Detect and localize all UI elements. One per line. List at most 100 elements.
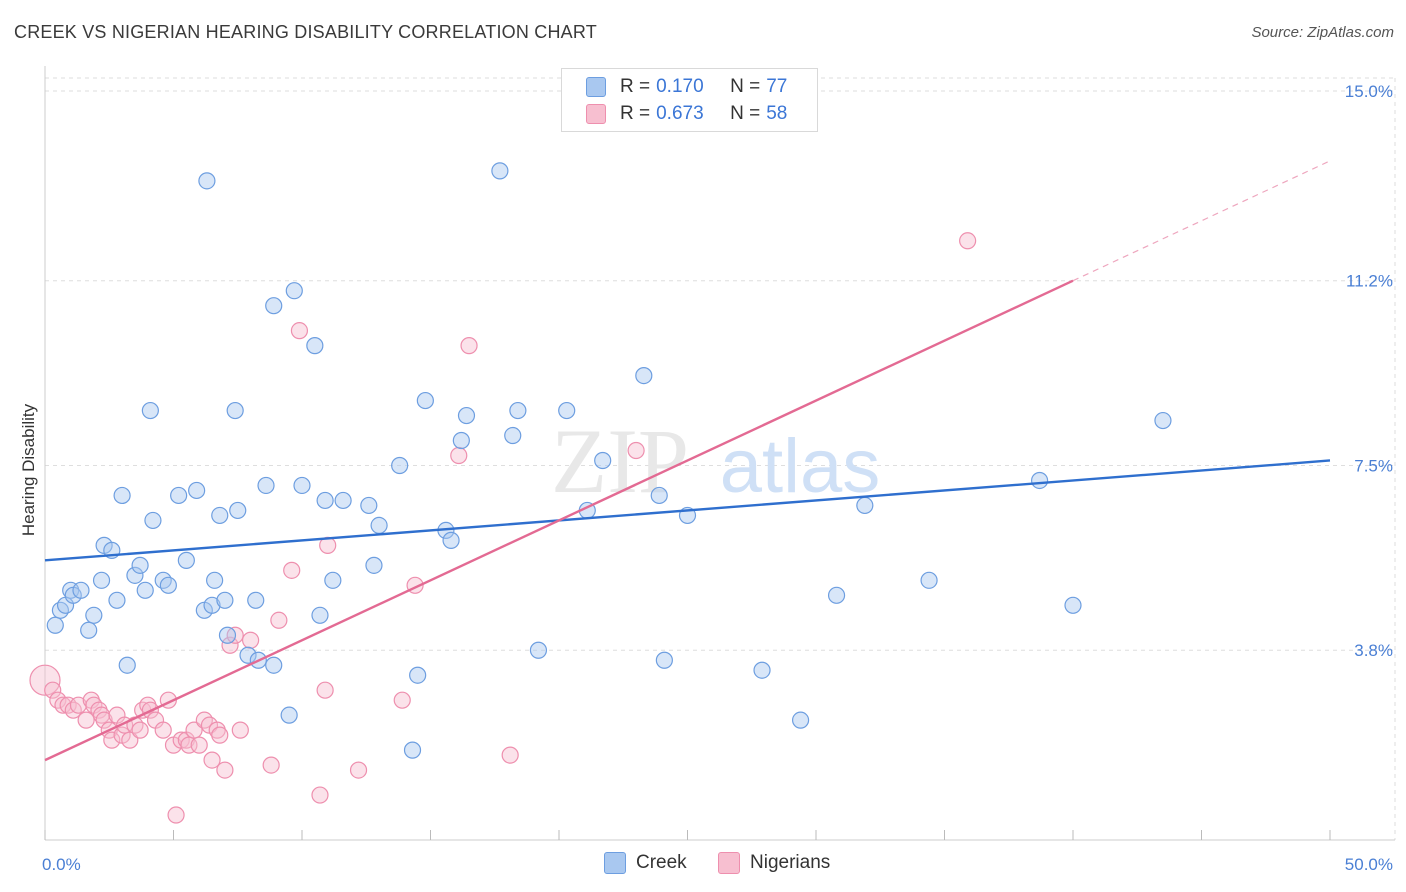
nigerians-point	[393, 691, 411, 709]
nigerians-point	[49, 691, 67, 709]
creek-swatch-icon	[586, 77, 606, 97]
y-tick-label: 15.0%	[1345, 82, 1393, 101]
creek-point	[218, 626, 237, 644]
creek-point	[257, 476, 275, 495]
creek-point	[1064, 596, 1082, 614]
creek-trend-line	[44, 459, 1331, 562]
creek-point	[324, 571, 342, 589]
creek-point	[72, 581, 90, 599]
y-tick-label: 11.2%	[1346, 272, 1393, 291]
legend-r-label: R =	[620, 76, 651, 97]
creek-point	[229, 501, 247, 520]
trend-lines	[44, 160, 1331, 762]
creek-point	[188, 481, 206, 500]
creek-point	[92, 571, 111, 589]
legend-nigerians-label: Nigerians	[750, 852, 831, 873]
creek-point	[198, 172, 216, 190]
creek-point	[594, 451, 612, 470]
watermark-zip: ZIP	[551, 410, 689, 512]
nigerians-point	[283, 561, 301, 579]
nigerians-point	[90, 701, 108, 719]
creek-point	[293, 476, 311, 495]
creek-point	[85, 606, 103, 624]
creek-point	[136, 581, 154, 599]
legend-n-value: 58	[766, 103, 788, 124]
creek-point	[203, 596, 221, 614]
nigerians-point	[211, 726, 229, 744]
nigerians-point	[95, 711, 113, 729]
y-tick-label: 7.5%	[1354, 456, 1393, 475]
legend-item-creek[interactable]: Creek	[604, 852, 687, 874]
nigerians-point	[29, 664, 61, 696]
creek-point	[1030, 471, 1049, 490]
creek-point	[154, 571, 172, 589]
nigerians-point	[242, 631, 260, 649]
creek-square-icon	[604, 852, 626, 874]
creek-point	[285, 282, 303, 300]
creek-point	[51, 601, 70, 619]
creek-point	[403, 741, 422, 759]
nigerians-point	[208, 721, 226, 739]
legend-r-value: 0.170	[656, 76, 704, 97]
creek-point	[365, 556, 383, 574]
chart-source: Source: ZipAtlas.com	[1251, 24, 1394, 41]
creek-point	[280, 706, 298, 724]
nigerians-point	[262, 756, 280, 774]
nigerians-point	[959, 232, 977, 250]
creek-point	[504, 426, 522, 445]
nigerians-point	[627, 441, 645, 460]
series-legend: Creek Nigerians	[0, 852, 1406, 878]
nigerians-point	[195, 711, 213, 729]
nigerians-point	[77, 711, 95, 729]
nigerians-point	[450, 446, 468, 465]
watermark: ZIP atlas	[551, 410, 880, 512]
creek-point	[334, 491, 352, 510]
nigerians-point	[501, 746, 519, 764]
y-tick-label: 3.8%	[1354, 641, 1393, 660]
creek-points	[46, 162, 1172, 759]
creek-point	[206, 571, 224, 589]
legend-row-nigerians: R = 0.673 N = 58	[586, 101, 787, 127]
nigerians-swatch-icon	[586, 104, 606, 124]
creek-point	[416, 391, 434, 410]
creek-point	[226, 401, 244, 420]
nigerians-point	[216, 761, 234, 779]
creek-point	[131, 556, 149, 574]
creek-point	[920, 571, 938, 589]
creek-point	[442, 531, 460, 549]
creek-point	[409, 666, 427, 684]
creek-point	[265, 656, 283, 674]
creek-point	[118, 656, 136, 674]
nigerians-point	[44, 681, 62, 699]
creek-point	[1154, 411, 1172, 430]
creek-point	[753, 661, 771, 679]
nigerians-point	[460, 337, 478, 355]
creek-point	[311, 606, 329, 624]
creek-point	[239, 646, 257, 664]
nigerians-point	[64, 701, 82, 719]
creek-point	[247, 591, 265, 609]
creek-point	[457, 406, 476, 425]
creek-point	[80, 621, 98, 639]
legend-n-value: 77	[766, 76, 788, 97]
creek-point	[141, 401, 159, 420]
creek-point	[216, 591, 234, 609]
nigerians-point	[270, 611, 288, 629]
creek-point	[391, 456, 409, 475]
x-tick-label: 0.0%	[42, 855, 81, 874]
creek-point	[170, 486, 188, 505]
creek-point	[370, 516, 388, 535]
nigerians-point	[231, 721, 249, 739]
nigerians-point	[221, 636, 239, 654]
creek-point	[360, 496, 378, 515]
legend-n-label: N =	[730, 76, 761, 97]
nigerians-point	[131, 721, 149, 739]
axes	[44, 66, 1395, 841]
creek-point	[211, 506, 229, 525]
creek-point	[558, 401, 576, 420]
nigerians-trend-extension	[1072, 160, 1331, 282]
nigerians-trend-line	[44, 279, 1074, 762]
legend-item-nigerians[interactable]: Nigerians	[718, 852, 830, 874]
nigerians-point	[311, 786, 329, 804]
